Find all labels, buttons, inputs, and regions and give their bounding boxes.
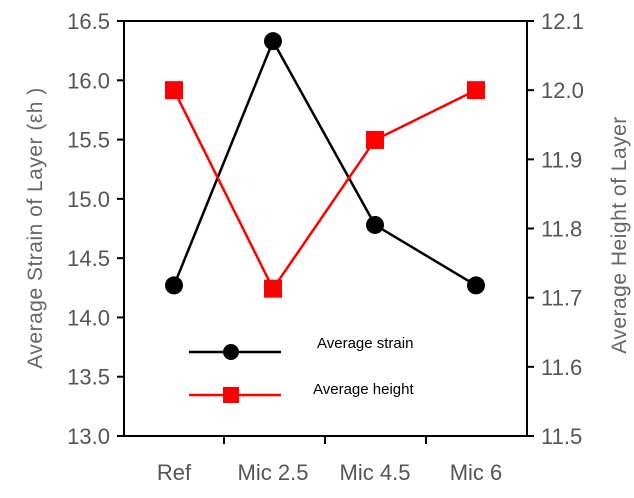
series-layer: [165, 32, 485, 298]
left-tick-label: 13.0: [67, 424, 110, 449]
left-tick-label: 14.5: [67, 246, 110, 271]
left-tick-label: 14.0: [67, 305, 110, 330]
plot-frame: [123, 20, 528, 437]
category-label: Mic 2.5: [238, 460, 309, 485]
height-point: [467, 81, 485, 100]
category-label: Mic 6: [450, 460, 503, 485]
legend-height-marker: [223, 387, 239, 403]
series-line: [172, 89, 477, 292]
left-tick-label: 13.5: [67, 365, 110, 390]
left-axis-title: Average Strain of Layer (εh ): [24, 87, 47, 368]
series-height: [165, 81, 485, 298]
height-point: [165, 81, 183, 100]
height-point: [264, 279, 282, 298]
left-tick-label: 16.0: [67, 68, 110, 93]
right-tick-label: 12.0: [541, 78, 584, 103]
right-axis-ticks: 11.5 11.6 11.7 11.8 11.9 12.0 12.1: [527, 9, 584, 449]
category-label: Mic 4.5: [340, 460, 411, 485]
right-tick-label: 11.7: [541, 286, 582, 311]
left-tick-label: 15.0: [67, 187, 110, 212]
right-tick-label: 11.5: [541, 424, 582, 449]
strain-point: [165, 276, 183, 295]
strain-point: [467, 276, 485, 295]
legend-strain-marker: [223, 344, 239, 360]
legend: Average strain Average height: [189, 335, 414, 403]
strain-point: [366, 215, 384, 234]
legend-label: Average height: [313, 381, 414, 398]
series-line: [172, 38, 477, 287]
height-point: [366, 130, 384, 149]
strain-point: [264, 32, 282, 51]
right-tick-label: 11.6: [541, 355, 582, 380]
right-axis-title: Average Height of Layer: [608, 116, 631, 354]
x-axis-ticks: Ref Mic 2.5 Mic 4.5 Mic 6: [157, 436, 502, 485]
right-tick-label: 11.9: [541, 147, 582, 172]
series-strain: [165, 32, 485, 295]
right-tick-label: 12.1: [541, 9, 584, 34]
left-tick-label: 16.5: [67, 9, 110, 34]
right-tick-label: 11.8: [541, 217, 582, 242]
left-axis-ticks: 13.0 13.5 14.0 14.5 15.0 15.5 16.0 16.5: [67, 9, 124, 449]
category-label: Ref: [157, 460, 192, 485]
legend-label: Average strain: [317, 335, 413, 352]
left-tick-label: 15.5: [67, 128, 110, 153]
